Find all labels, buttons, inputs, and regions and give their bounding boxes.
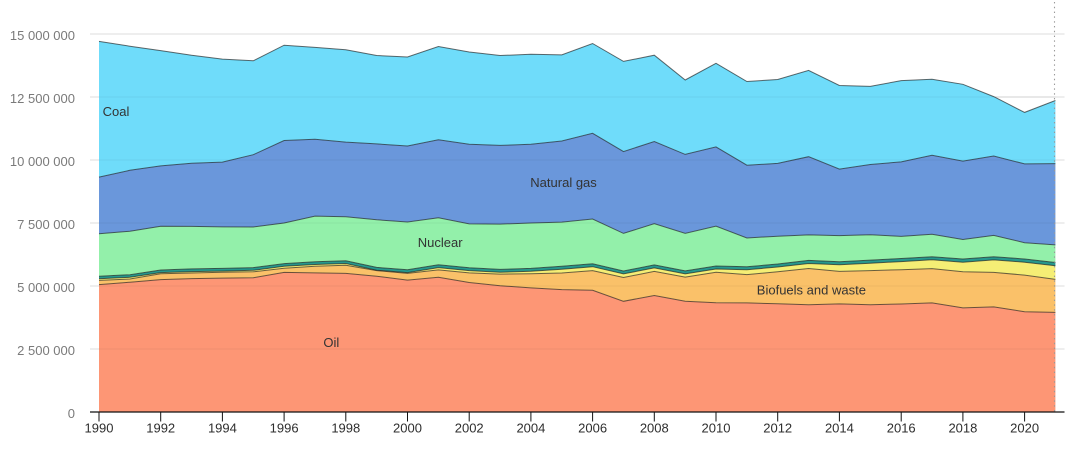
svg-text:1994: 1994: [208, 421, 237, 436]
svg-text:Coal: Coal: [103, 104, 130, 119]
svg-text:1996: 1996: [270, 421, 299, 436]
svg-text:10 000 000: 10 000 000: [10, 154, 75, 169]
svg-text:Nuclear: Nuclear: [418, 235, 463, 250]
svg-text:1990: 1990: [85, 421, 114, 436]
svg-text:Natural gas: Natural gas: [530, 175, 597, 190]
svg-text:2006: 2006: [578, 421, 607, 436]
svg-text:Oil: Oil: [323, 335, 339, 350]
svg-text:2002: 2002: [455, 421, 484, 436]
svg-text:2018: 2018: [948, 421, 977, 436]
svg-text:1998: 1998: [331, 421, 360, 436]
svg-text:2020: 2020: [1010, 421, 1039, 436]
svg-text:15 000 000: 15 000 000: [10, 28, 75, 43]
svg-text:2014: 2014: [825, 421, 854, 436]
svg-text:1992: 1992: [146, 421, 175, 436]
svg-text:2 500 000: 2 500 000: [17, 343, 75, 358]
svg-text:0: 0: [68, 406, 75, 421]
svg-text:2004: 2004: [516, 421, 545, 436]
svg-text:7 500 000: 7 500 000: [17, 217, 75, 232]
svg-text:5 000 000: 5 000 000: [17, 280, 75, 295]
svg-text:2010: 2010: [702, 421, 731, 436]
svg-text:2016: 2016: [887, 421, 916, 436]
svg-text:12 500 000: 12 500 000: [10, 91, 75, 106]
svg-text:2012: 2012: [763, 421, 792, 436]
svg-text:Biofuels and waste: Biofuels and waste: [757, 283, 866, 298]
svg-text:2008: 2008: [640, 421, 669, 436]
svg-text:2000: 2000: [393, 421, 422, 436]
